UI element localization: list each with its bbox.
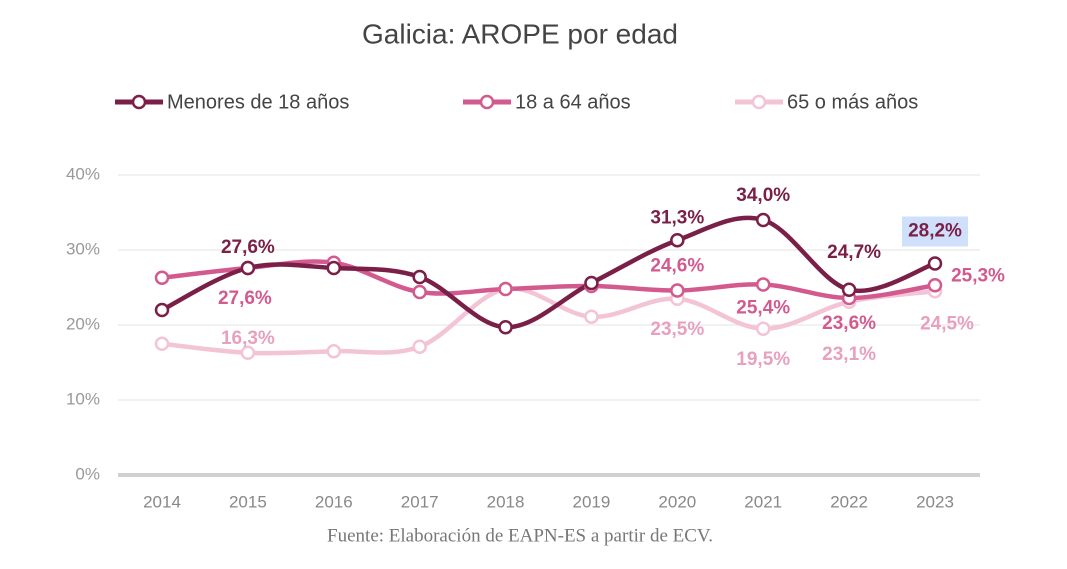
- legend-marker: [751, 94, 767, 110]
- data-label: 27,6%: [221, 237, 275, 258]
- data-label: 24,7%: [827, 242, 881, 263]
- x-tick-label: 2021: [744, 492, 782, 511]
- x-tick-label: 2017: [401, 492, 439, 511]
- series-line: [161, 286, 936, 356]
- data-point: [326, 344, 342, 359]
- data-point: [927, 278, 943, 293]
- data-point: [498, 320, 513, 335]
- data-point: [154, 302, 170, 318]
- data-point: [240, 345, 256, 360]
- data-point: [841, 282, 857, 297]
- data-point: [154, 270, 170, 285]
- legend-label: 18 a 64 años: [515, 91, 631, 113]
- x-tick-label: 2023: [916, 492, 954, 511]
- y-tick-label: 30%: [66, 239, 100, 258]
- data-label: 24,5%: [920, 313, 974, 334]
- data-label: 19,5%: [736, 349, 790, 370]
- data-point: [755, 212, 771, 228]
- data-label: 23,1%: [822, 344, 876, 365]
- data-point: [326, 260, 342, 276]
- data-point: [498, 281, 513, 297]
- y-tick-label: 0%: [75, 464, 100, 483]
- data-label: 16,3%: [221, 328, 275, 349]
- data-point: [670, 283, 685, 298]
- source: Fuente: Elaboración de EAPN-ES a partir …: [327, 525, 713, 546]
- data-point: [755, 277, 771, 292]
- x-tick-label: 2020: [658, 492, 696, 511]
- x-tick-label: 2014: [143, 492, 181, 511]
- data-label: 25,4%: [736, 298, 790, 319]
- data-label: 25,3%: [951, 265, 1005, 286]
- data-label: 23,6%: [822, 313, 876, 334]
- y-tick-label: 40%: [66, 164, 100, 183]
- data-point: [927, 256, 943, 271]
- data-point: [584, 275, 599, 291]
- legend-marker: [131, 94, 147, 110]
- x-tick-label: 2022: [830, 492, 868, 511]
- x-tick-label: 2018: [487, 492, 525, 511]
- y-tick-label: 20%: [66, 314, 100, 333]
- x-tick-label: 2016: [315, 492, 353, 511]
- legend-marker: [479, 94, 495, 110]
- series-line: [160, 215, 936, 330]
- x-tick-label: 2015: [229, 492, 267, 511]
- data-point: [154, 336, 170, 351]
- y-tick-label: 10%: [66, 389, 100, 408]
- data-point: [670, 233, 685, 248]
- data-point: [412, 284, 427, 300]
- data-point: [755, 321, 771, 336]
- data-point: [412, 269, 427, 285]
- data-point: [240, 260, 256, 276]
- legend-label: 65 o más años: [787, 91, 918, 113]
- data-label: 24,6%: [650, 256, 704, 277]
- x-tick-label: 2019: [573, 492, 611, 511]
- data-label: 31,3%: [650, 207, 704, 228]
- data-label: 34,0%: [736, 185, 790, 206]
- data-label: 23,5%: [650, 319, 704, 340]
- data-point: [584, 309, 599, 324]
- data-label: 28,2%: [908, 221, 962, 242]
- data-label: 27,6%: [218, 288, 272, 309]
- label-highlight: [902, 216, 968, 247]
- legend-label: Menores de 18 años: [167, 91, 349, 113]
- chart-title: Galicia: AROPE por edad: [362, 18, 678, 49]
- data-point: [412, 339, 427, 354]
